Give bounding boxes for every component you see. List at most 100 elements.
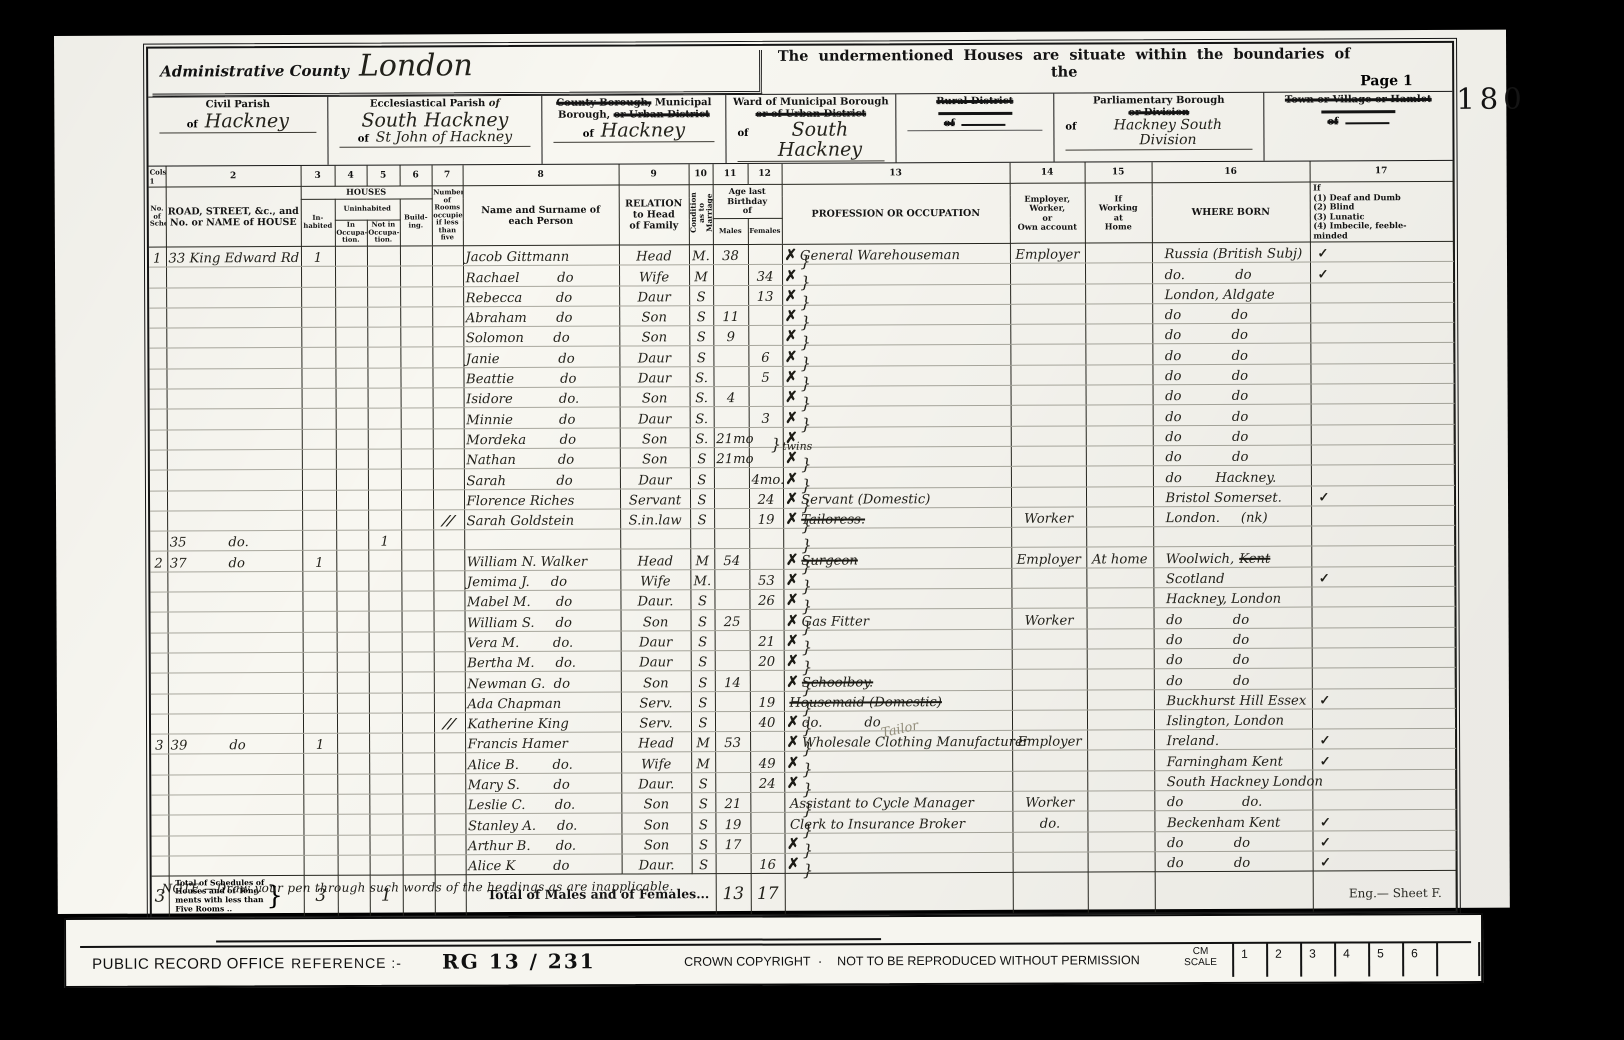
check-mark: ✓: [1320, 835, 1331, 851]
tally-x-mark: ✗: [785, 550, 799, 569]
cell-condition: M: [691, 731, 716, 753]
colnum-1: Cols 1: [148, 166, 166, 188]
cell-uninhabited-in-occupation: [337, 773, 370, 795]
cell-where-born: do do: [1152, 363, 1311, 385]
cell-working-at-home: [1087, 811, 1155, 832]
cell-rooms: [433, 611, 465, 632]
cell-condition: S: [690, 711, 716, 732]
cell-profession: ✗ Schoolboy.: [783, 669, 1012, 691]
cell-age-female: 34: [748, 264, 783, 286]
strike-bar: [937, 111, 1012, 116]
cell-rooms: [434, 753, 466, 774]
ward-label: Ward of Municipal Borough: [732, 96, 889, 109]
cell-schedule-number: [151, 754, 169, 775]
cell-name: Alice B. do.: [465, 752, 622, 774]
cell-condition: S: [690, 589, 715, 611]
colnum-10: 10: [688, 164, 713, 185]
cell-where-born: do do: [1153, 627, 1312, 649]
cell-working-at-home: [1085, 303, 1153, 325]
cell-rooms: [432, 266, 464, 287]
tally-x-mark: ✗: [786, 712, 800, 731]
cell-where-born: do do: [1153, 668, 1312, 690]
cell-infirmities: [1310, 444, 1454, 466]
cell-uninhabited-not-in-occupation: [367, 489, 402, 510]
undermentioned-houses-text: The undermentioned Houses are situate wi…: [777, 45, 1351, 81]
cell-schedule-number: [150, 652, 168, 674]
of-word: of: [1065, 121, 1077, 133]
tally-x-mark: ✗: [784, 367, 798, 386]
cell-working-at-home: [1087, 750, 1155, 771]
cell-where-born: [1153, 526, 1312, 548]
cell-employer-status: [1010, 425, 1086, 447]
cell-working-at-home: [1086, 526, 1154, 548]
cell-age-female: 53: [749, 569, 784, 590]
cell-name: Florence Riches: [463, 488, 621, 510]
cell-relation: Head: [621, 731, 692, 753]
tally-x-mark: ✗: [785, 408, 798, 427]
cell-name: Nathan do: [463, 448, 620, 469]
cell-profession: ✗: [782, 365, 1011, 387]
cell-rooms: [432, 489, 465, 510]
cell-inhabited: [301, 266, 336, 288]
cell-uninhabited-in-occupation: [335, 469, 368, 490]
cell-working-at-home: At home: [1086, 547, 1154, 568]
cell-uninhabited-not-in-occupation: [368, 611, 402, 632]
check-mark: [1313, 328, 1318, 343]
check-mark: ✓: [1318, 571, 1330, 587]
cell-infirmities: ✓: [1309, 261, 1454, 283]
cell-where-born: London, Aldgate: [1152, 282, 1311, 304]
cell-name: Sarah Goldstein: [464, 508, 621, 530]
cell-infirmities: [1311, 627, 1455, 648]
cell-infirmities: [1311, 505, 1455, 527]
cell-address: [167, 692, 303, 714]
cell-infirmities: ✓: [1310, 484, 1455, 506]
cell-name: Minnie do: [463, 407, 620, 429]
section-civil-parish: Civil Parish of Hackney: [148, 96, 329, 166]
reference-label: REFERENCE :-: [291, 954, 402, 972]
cell-relation: Wife: [620, 569, 691, 591]
cell-where-born: do Hackney.: [1152, 465, 1311, 487]
cell-rooms: [432, 387, 464, 409]
cell-relation: Wife: [619, 265, 690, 286]
civil-parish-value: Hackney: [204, 109, 290, 132]
cell-inhabited: [301, 469, 336, 490]
reference-number: RG 13 / 231: [442, 949, 596, 974]
check-mark: ✓: [1319, 733, 1331, 749]
cell-where-born: do do.: [1154, 790, 1313, 812]
cell-relation: Servant: [619, 488, 691, 509]
cell-rooms: [433, 590, 465, 612]
empty-cell: [1087, 871, 1155, 913]
cell-name: [464, 529, 621, 551]
col-header-schedule: No. of Schedule: [148, 187, 166, 248]
cell-uninhabited-not-in-occupation: [368, 509, 402, 531]
cell-age-male: [714, 650, 750, 671]
cell-age-female: 6: [748, 345, 783, 367]
parliamentary-borough-label: Parliamentary Borough: [1092, 94, 1225, 107]
administrative-county-label: Administrative County: [160, 61, 350, 81]
cell-address: [167, 510, 303, 532]
cell-rooms: [433, 529, 465, 551]
cell-profession: ✗: [782, 466, 1011, 488]
cell-profession: ✗: [784, 852, 1013, 874]
col-header-age: Age last Birthday of: [712, 184, 782, 219]
cell-uninhabited-not-in-occupation: [367, 347, 401, 368]
cell-profession: ✗: [782, 283, 1011, 306]
check-mark: [1314, 612, 1319, 627]
cell-rooms: [433, 550, 465, 571]
cell-inhabited: [301, 368, 336, 389]
cell-schedule-number: [151, 795, 169, 816]
cell-age-female: [748, 305, 783, 326]
district-band: Civil Parish of Hackney Ecclesiastical Pa…: [148, 90, 1453, 167]
cell-address: [166, 388, 302, 410]
cell-uninhabited-not-in-occupation: [366, 245, 401, 267]
cell-uninhabited-not-in-occupation: [368, 591, 402, 612]
cell-working-at-home: [1086, 668, 1154, 690]
cell-name: Jemima J. do: [464, 569, 621, 591]
cell-uninhabited-not-in-occupation: [369, 773, 403, 795]
census-table: Cols 1 2 3 4 5 6 7 8 9 10 11 12 13 14 15…: [148, 160, 1457, 917]
cell-building: [400, 367, 433, 389]
cell-infirmities: [1310, 464, 1454, 486]
folio-stamp: 180: [1456, 81, 1527, 116]
check-mark: ✓: [1319, 815, 1331, 831]
ruler-tick: 2: [1266, 942, 1301, 977]
